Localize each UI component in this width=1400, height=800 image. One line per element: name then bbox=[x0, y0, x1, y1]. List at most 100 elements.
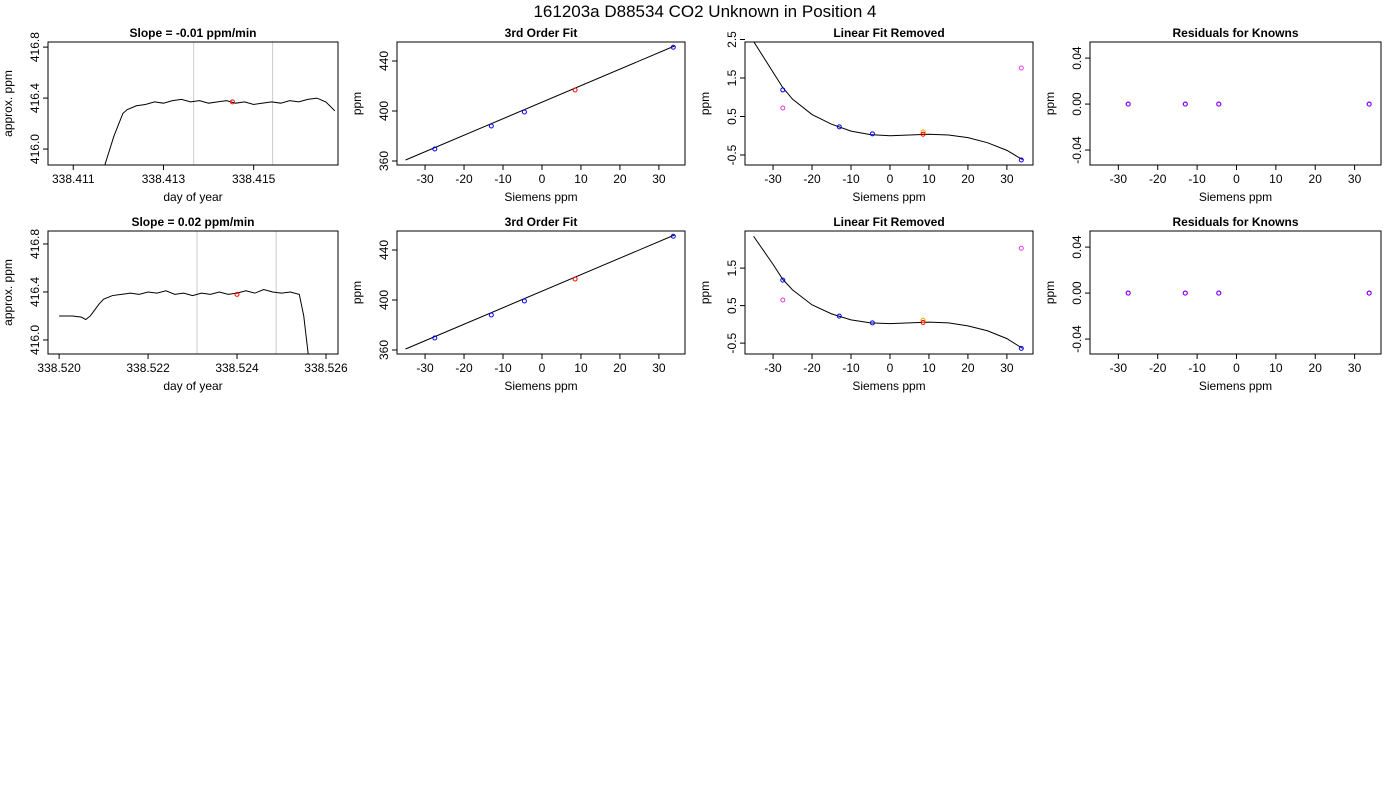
plot-area bbox=[59, 289, 309, 354]
x-tick-label: 30 bbox=[652, 361, 666, 375]
plot-area bbox=[1125, 290, 1372, 296]
x-tick-label: -20 bbox=[455, 361, 473, 375]
data-point bbox=[780, 297, 786, 303]
plot-frame bbox=[1089, 230, 1382, 355]
y-tick-label: -0.04 bbox=[1070, 325, 1084, 353]
panel: Residuals for Knowns Siemens ppm ppm -30 -20… bbox=[1043, 215, 1382, 393]
data-point bbox=[780, 277, 786, 283]
x-axis-label: Siemens ppm bbox=[852, 190, 925, 204]
plot-area bbox=[1125, 101, 1372, 107]
data-line bbox=[753, 42, 1023, 161]
plot-frame bbox=[396, 230, 686, 355]
x-tick-label: 10 bbox=[922, 361, 936, 375]
x-tick-label: -30 bbox=[1110, 172, 1128, 186]
data-line bbox=[753, 235, 1023, 349]
x-axis-label: Siemens ppm bbox=[504, 190, 577, 204]
plot-frame bbox=[744, 41, 1034, 166]
y-tick-label: 416.8 bbox=[28, 229, 42, 259]
x-tick-label: -10 bbox=[494, 361, 512, 375]
panel-title: Linear Fit Removed bbox=[833, 26, 944, 40]
x-tick-label: 20 bbox=[961, 172, 975, 186]
x-tick-label: 20 bbox=[613, 172, 627, 186]
x-tick-label: 338.524 bbox=[215, 361, 259, 375]
x-tick-label: 30 bbox=[1348, 361, 1362, 375]
data-line bbox=[405, 45, 675, 161]
plot-area bbox=[104, 97, 336, 165]
data-point bbox=[1018, 345, 1024, 351]
x-axis-label: Siemens ppm bbox=[1199, 190, 1272, 204]
data-point bbox=[869, 320, 875, 326]
y-axis-label: approx. ppm bbox=[1, 70, 15, 137]
y-tick-label: 440 bbox=[377, 51, 391, 71]
x-tick-label: 338.415 bbox=[232, 172, 276, 186]
x-axis-label: Siemens ppm bbox=[852, 379, 925, 393]
data-point bbox=[572, 87, 578, 93]
panel: Linear Fit Removed Siemens ppm ppm -30 -20 -1… bbox=[698, 26, 1034, 204]
x-tick-label: 10 bbox=[574, 172, 588, 186]
x-tick-label: -30 bbox=[416, 172, 434, 186]
x-tick-label: -10 bbox=[842, 361, 860, 375]
x-tick-label: 10 bbox=[922, 172, 936, 186]
y-tick-label: 0.5 bbox=[725, 108, 739, 125]
x-tick-label: -10 bbox=[1188, 172, 1206, 186]
panel: Slope = -0.01 ppm/min day of year approx. … bbox=[1, 26, 339, 204]
x-tick-label: -10 bbox=[842, 172, 860, 186]
x-tick-label: 20 bbox=[1309, 361, 1323, 375]
x-axis-label: day of year bbox=[163, 379, 222, 393]
y-tick-label: -0.5 bbox=[725, 332, 739, 353]
data-point bbox=[521, 298, 527, 304]
data-point bbox=[920, 317, 926, 323]
data-point bbox=[1182, 101, 1188, 107]
y-tick-label: 400 bbox=[377, 101, 391, 121]
y-tick-label: 360 bbox=[377, 340, 391, 360]
y-axis-label: ppm bbox=[1043, 92, 1057, 115]
x-tick-label: 20 bbox=[961, 361, 975, 375]
y-tick-label: 416.0 bbox=[28, 134, 42, 164]
panel: Slope = 0.02 ppm/min day of year approx. p… bbox=[1, 215, 348, 393]
plot-frame bbox=[396, 41, 686, 166]
panel: 3rd Order Fit Siemens ppm ppm -30 -20 -10 0 10 2… bbox=[350, 26, 686, 204]
y-axis-label: ppm bbox=[350, 281, 364, 304]
x-tick-label: 338.411 bbox=[52, 172, 95, 186]
data-point bbox=[432, 146, 438, 152]
x-tick-label: 30 bbox=[652, 172, 666, 186]
y-tick-label: 360 bbox=[377, 151, 391, 171]
x-tick-label: -20 bbox=[455, 172, 473, 186]
plot-area bbox=[405, 233, 676, 350]
data-point bbox=[780, 87, 786, 93]
x-tick-label: 338.520 bbox=[37, 361, 81, 375]
x-tick-label: 0 bbox=[1233, 172, 1240, 186]
y-tick-label: -0.5 bbox=[725, 144, 739, 165]
x-tick-label: 338.413 bbox=[142, 172, 186, 186]
data-point bbox=[1018, 157, 1024, 163]
x-tick-label: -10 bbox=[1188, 361, 1206, 375]
x-tick-label: 0 bbox=[887, 172, 894, 186]
y-tick-label: 0.04 bbox=[1070, 235, 1084, 259]
panel-title: Residuals for Knowns bbox=[1172, 26, 1298, 40]
x-tick-label: 20 bbox=[1309, 172, 1323, 186]
data-line bbox=[104, 97, 336, 165]
y-tick-label: 1.5 bbox=[725, 259, 739, 276]
data-point bbox=[229, 99, 235, 105]
data-point bbox=[1366, 290, 1372, 296]
panel-title: 3rd Order Fit bbox=[505, 26, 578, 40]
y-tick-label: 0.00 bbox=[1070, 281, 1084, 305]
y-tick-label: 1.5 bbox=[725, 69, 739, 86]
x-tick-label: -10 bbox=[494, 172, 512, 186]
x-axis-label: Siemens ppm bbox=[1199, 379, 1272, 393]
x-tick-label: 10 bbox=[1269, 361, 1283, 375]
data-point bbox=[670, 44, 676, 50]
data-point bbox=[488, 123, 494, 129]
data-point bbox=[920, 131, 926, 137]
data-point bbox=[1216, 290, 1222, 296]
data-point bbox=[1018, 65, 1024, 71]
data-point bbox=[432, 335, 438, 341]
data-point bbox=[920, 320, 926, 325]
y-axis-label: ppm bbox=[698, 92, 712, 115]
y-tick-label: 416.8 bbox=[28, 32, 42, 62]
panel-title: Slope = 0.02 ppm/min bbox=[131, 215, 254, 229]
plot-area bbox=[405, 44, 676, 161]
x-tick-label: 0 bbox=[539, 172, 546, 186]
x-tick-label: -30 bbox=[764, 361, 782, 375]
